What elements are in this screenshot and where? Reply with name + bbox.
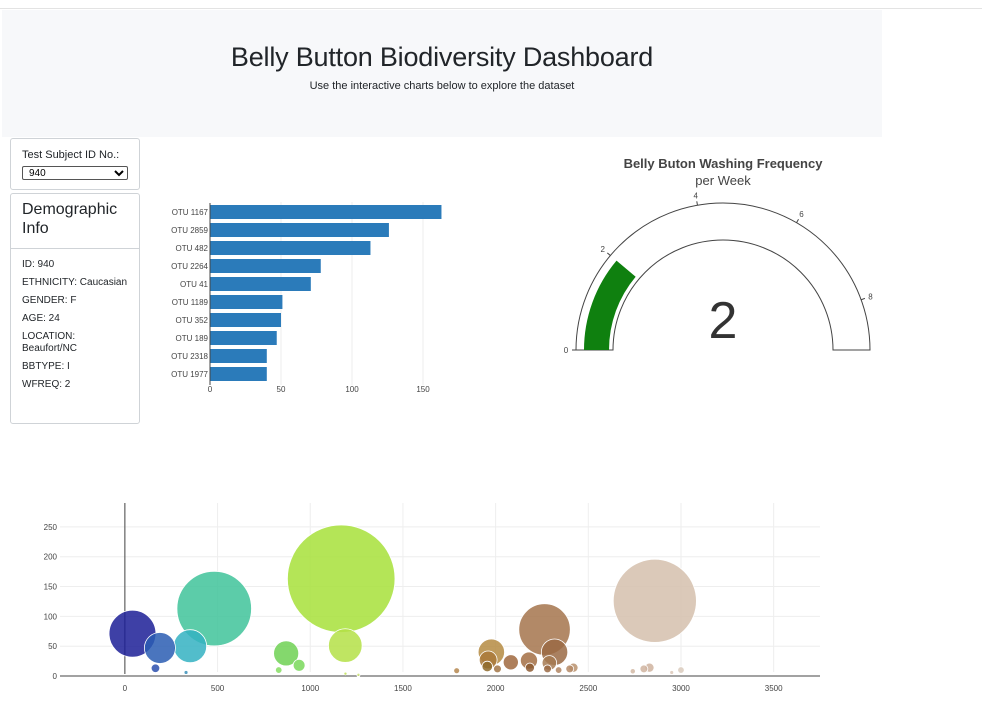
bar-x-tick-label: 0: [208, 385, 213, 394]
bubble-otu-482[interactable]: [176, 570, 252, 647]
bubble-otu-830[interactable]: [275, 666, 283, 674]
bar-x-tick-label: 50: [277, 385, 286, 394]
demo-age: AGE: 24: [22, 313, 60, 324]
bar-category-label: OTU 352: [176, 316, 209, 325]
bar-otu-2264[interactable]: [210, 259, 321, 273]
bubble-otu-2859[interactable]: [612, 558, 697, 643]
bubble-x-tick-label: 3000: [672, 684, 690, 693]
subject-selector-card: Test Subject ID No.: 940: [10, 138, 140, 190]
demographic-info-body: ID: 940 ETHNICITY: Caucasian GENDER: F A…: [11, 249, 139, 407]
bar-category-label: OTU 2318: [171, 352, 208, 361]
bubble-x-tick-label: 500: [211, 684, 225, 693]
bubble-x-tick-label: 2000: [487, 684, 505, 693]
bar-otu-189[interactable]: [210, 331, 277, 345]
bubble-otu-189[interactable]: [144, 632, 176, 664]
bubble-otu-3000[interactable]: [677, 666, 685, 674]
bar-otu-1189[interactable]: [210, 295, 283, 309]
top-divider: [0, 8, 982, 9]
bubble-otu-2340[interactable]: [554, 666, 563, 674]
gauge-track: [575, 202, 871, 351]
gauge-tick: [607, 252, 611, 256]
demographic-info-card: Demographic Info ID: 940 ETHNICITY: Cauc…: [10, 193, 140, 424]
page-subtitle: Use the interactive charts below to expl…: [309, 80, 575, 92]
bubble-otu-2400[interactable]: [565, 664, 575, 674]
bubble-y-tick-label: 0: [53, 672, 58, 681]
bubble-otu-1790[interactable]: [453, 667, 461, 675]
bubble-y-tick-label: 100: [44, 612, 58, 621]
header-banner: Belly Button Biodiversity Dashboard Use …: [2, 10, 882, 137]
subject-selector-label: Test Subject ID No.:: [22, 149, 120, 161]
bubble-otu-2185[interactable]: [524, 662, 535, 673]
bar-otu-2859[interactable]: [210, 223, 389, 237]
subject-id-select[interactable]: 940: [22, 166, 128, 180]
bubble-otu-1189[interactable]: [328, 628, 363, 663]
bar-category-label: OTU 41: [180, 280, 209, 289]
bubble-otu-2740[interactable]: [629, 668, 636, 675]
bubble-otu-2800[interactable]: [639, 664, 649, 674]
bubble-otu-870[interactable]: [273, 640, 300, 667]
bar-otu-482[interactable]: [210, 241, 371, 255]
gauge-tick-label: 2: [601, 245, 606, 254]
bar-category-label: OTU 482: [176, 244, 209, 253]
bubble-y-tick-label: 50: [48, 642, 57, 651]
gauge-tick: [796, 218, 799, 223]
bar-category-label: OTU 1189: [172, 298, 209, 307]
bubble-otu-940[interactable]: [292, 658, 306, 672]
bar-otu-352[interactable]: [210, 313, 281, 327]
demo-bbtype: BBTYPE: I: [22, 361, 70, 372]
bar-category-label: OTU 2859: [171, 226, 208, 235]
demographic-info-title: Demographic Info: [11, 194, 139, 249]
gauge-tick-label: 8: [868, 292, 873, 301]
demo-id: ID: 940: [22, 259, 55, 270]
demo-gender: GENDER: F: [22, 295, 77, 306]
bar-category-label: OTU 189: [176, 334, 209, 343]
bubble-otu-2082[interactable]: [502, 654, 519, 671]
page-title: Belly Button Biodiversity Dashboard: [230, 42, 654, 72]
bubble-x-tick-label: 2500: [579, 684, 597, 693]
bubble-y-tick-label: 200: [44, 553, 58, 562]
bar-otu-1167[interactable]: [210, 205, 442, 219]
bubble-otu-330[interactable]: [183, 670, 189, 675]
bubble-otu-1260[interactable]: [356, 672, 361, 677]
bar-x-tick-label: 100: [345, 385, 359, 394]
gauge-tick: [860, 297, 866, 301]
bubble-otu-2280[interactable]: [543, 664, 552, 674]
bubble-otu-165[interactable]: [150, 663, 161, 673]
bubble-x-tick-label: 3500: [765, 684, 783, 693]
bubble-y-tick-label: 250: [44, 523, 58, 532]
bubble-otu-352[interactable]: [173, 629, 208, 664]
bubble-otu-1190[interactable]: [343, 671, 348, 676]
gauge-value-bar: [584, 260, 636, 350]
bubble-y-tick-label: 150: [44, 583, 58, 592]
bubble-x-tick-label: 1000: [301, 684, 319, 693]
bubble-otu-1955[interactable]: [481, 660, 493, 673]
bubble-otu-2010[interactable]: [493, 664, 502, 674]
bar-x-tick-label: 150: [416, 385, 430, 394]
bubble-otu-1167[interactable]: [287, 524, 396, 633]
demo-ethnicity: ETHNICITY: Caucasian: [22, 277, 128, 288]
gauge-subtitle: per Week: [695, 173, 751, 188]
bar-category-label: OTU 2264: [171, 262, 208, 271]
demo-wfreq: WFREQ: 2: [22, 379, 71, 390]
bar-otu-2318[interactable]: [210, 349, 267, 363]
bar-category-label: OTU 1167: [172, 208, 209, 217]
gauge-value: 2: [709, 292, 738, 350]
demo-location: LOCATION: Beaufort/NC: [22, 331, 78, 354]
bubble-otu-2950[interactable]: [669, 670, 675, 675]
bar-otu-1977[interactable]: [210, 367, 267, 381]
gauge-tick-label: 0: [564, 346, 569, 355]
gauge-title: Belly Buton Washing Frequency: [624, 156, 824, 171]
bar-category-label: OTU 1977: [171, 370, 208, 379]
bubble-x-tick-label: 0: [123, 684, 128, 693]
gauge-tick-label: 4: [694, 191, 699, 200]
gauge-tick-label: 6: [799, 210, 804, 219]
bubble-x-tick-label: 1500: [394, 684, 412, 693]
bar-otu-41[interactable]: [210, 277, 311, 291]
gauge-tick: [696, 201, 698, 206]
